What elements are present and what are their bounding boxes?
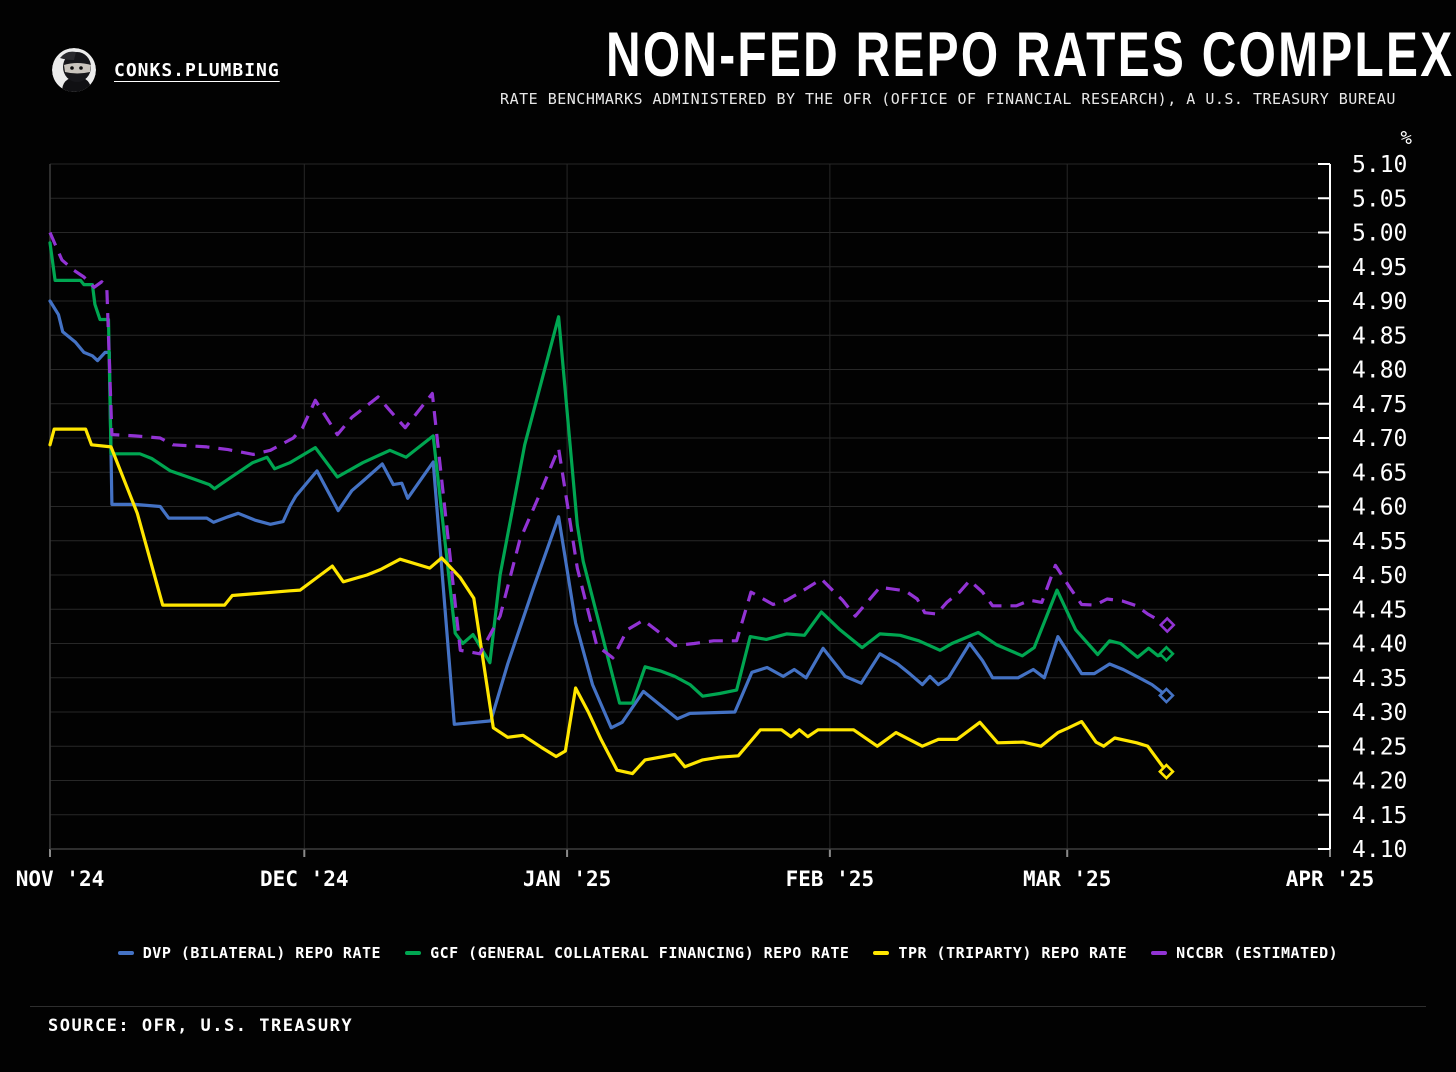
y-tick-label: 5.05 xyxy=(1352,186,1407,212)
y-tick-label: 4.85 xyxy=(1352,323,1407,349)
legend-label-nccbr: NCCBR (ESTIMATED) xyxy=(1176,944,1339,962)
series-line-gcf xyxy=(48,241,1169,705)
chart-title: NON-FED REPO RATES COMPLEX xyxy=(605,20,1455,90)
legend-item-nccbr: NCCBR (ESTIMATED) xyxy=(1151,944,1338,962)
y-tick-label: 4.55 xyxy=(1352,529,1407,555)
y-tick-label: 4.75 xyxy=(1352,392,1407,418)
y-tick-label: 4.95 xyxy=(1352,255,1407,281)
x-tick-label: NOV '24 xyxy=(16,867,105,891)
x-tick-label: FEB '25 xyxy=(786,867,875,891)
footer-divider xyxy=(30,1006,1426,1007)
x-tick-label: APR '25 xyxy=(1286,867,1375,891)
y-tick-label: 4.70 xyxy=(1352,426,1407,452)
x-tick-label: MAR '25 xyxy=(1023,867,1112,891)
y-tick-label: 5.10 xyxy=(1352,152,1407,178)
y-tick-label: 4.50 xyxy=(1352,563,1407,589)
end-marker-nccbr xyxy=(1158,616,1176,634)
brand-link[interactable]: CONKS.PLUMBING xyxy=(114,59,280,81)
y-tick-label: 4.15 xyxy=(1352,803,1407,829)
legend-item-dvp: DVP (BILATERAL) REPO RATE xyxy=(117,944,382,962)
legend-swatch-tpr xyxy=(873,951,890,955)
x-tick-label: JAN '25 xyxy=(523,867,612,891)
y-tick-label: 4.65 xyxy=(1352,460,1407,486)
source-note: SOURCE: OFR, U.S. TREASURY xyxy=(48,1016,354,1036)
legend-item-tpr: TPR (TRIPARTY) REPO RATE xyxy=(873,944,1127,962)
legend-label-tpr: TPR (TRIPARTY) REPO RATE xyxy=(898,944,1128,962)
series-line-tpr xyxy=(48,427,1169,776)
y-axis-unit-label: % xyxy=(1401,127,1413,149)
ninja-avatar-icon xyxy=(52,48,96,92)
y-tick-label: 5.00 xyxy=(1352,221,1407,247)
legend-swatch-dvp xyxy=(117,951,134,955)
series-line-nccbr xyxy=(48,231,1168,660)
y-tick-label: 4.90 xyxy=(1352,289,1407,315)
y-tick-label: 4.80 xyxy=(1352,358,1407,384)
y-tick-label: 4.20 xyxy=(1352,769,1407,795)
y-tick-label: 4.25 xyxy=(1352,734,1407,760)
chart-subtitle: RATE BENCHMARKS ADMINISTERED BY THE OFR … xyxy=(500,90,1396,108)
end-marker-gcf xyxy=(1158,645,1175,663)
end-marker-tpr xyxy=(1158,763,1175,780)
legend-swatch-nccbr xyxy=(1151,951,1168,955)
series-line-dvp xyxy=(48,299,1169,730)
y-tick-label: 4.30 xyxy=(1352,700,1407,726)
y-tick-label: 4.60 xyxy=(1352,495,1407,521)
x-tick-label: DEC '24 xyxy=(260,867,349,891)
legend-label-dvp: DVP (BILATERAL) REPO RATE xyxy=(142,944,382,962)
y-tick-label: 4.35 xyxy=(1352,666,1407,692)
legend-swatch-gcf xyxy=(405,951,422,955)
legend-label-gcf: GCF (GENERAL COLLATERAL FINANCING) REPO … xyxy=(430,944,850,962)
legend-item-gcf: GCF (GENERAL COLLATERAL FINANCING) REPO … xyxy=(405,944,849,962)
end-marker-dvp xyxy=(1158,687,1175,704)
y-tick-label: 4.45 xyxy=(1352,597,1407,623)
brand: CONKS.PLUMBING xyxy=(52,48,280,92)
y-tick-label: 4.40 xyxy=(1352,632,1407,658)
y-tick-label: 4.10 xyxy=(1352,837,1407,863)
repo-rates-line-chart: 5.10 5.05 5.00 4.95 4.90 4.85 4.80 4.75 4.70 4.65… xyxy=(16,127,1413,891)
chart-legend: DVP (BILATERAL) REPO RATE GCF (GENERAL CO… xyxy=(0,944,1456,962)
